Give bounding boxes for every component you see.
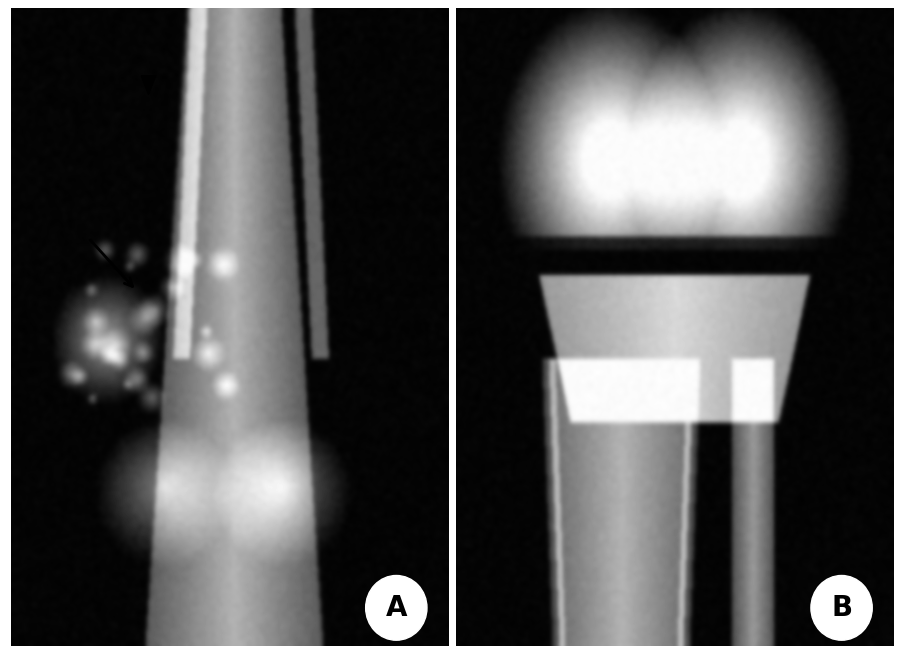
Text: B: B <box>831 594 853 622</box>
Circle shape <box>366 576 427 640</box>
Circle shape <box>811 576 872 640</box>
Polygon shape <box>141 76 156 94</box>
Text: A: A <box>386 594 407 622</box>
